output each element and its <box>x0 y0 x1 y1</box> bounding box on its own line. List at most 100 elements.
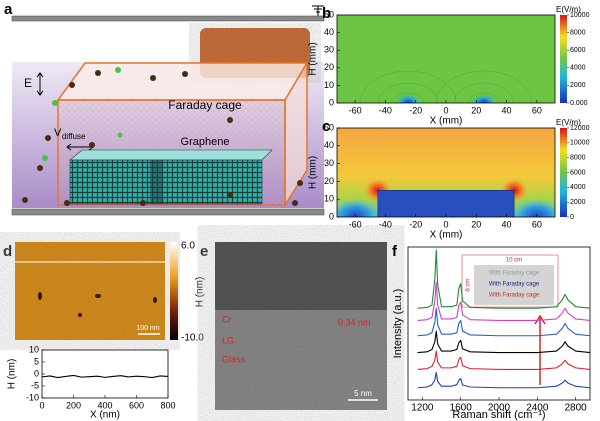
scale-bar-label: 5 nm <box>354 389 372 398</box>
defect <box>78 313 82 317</box>
v-subscript: diffuse <box>62 132 86 141</box>
x-tick-label: 800 <box>160 400 175 410</box>
e-label: E <box>24 76 32 90</box>
y-axis-label: H (nm) <box>7 359 18 390</box>
colorbar-tick-label: 4000 <box>570 184 586 191</box>
colorbar-tick-label: 0 <box>570 214 574 221</box>
graphene-label: Graphene <box>181 136 230 148</box>
x-tick-label: 60 <box>532 105 542 115</box>
particle <box>89 142 95 148</box>
graphene-top <box>69 149 273 161</box>
x-tick-label: 2400 <box>526 403 549 414</box>
field-dip <box>394 93 423 103</box>
y-tick-label: -5 <box>31 380 39 390</box>
y-tick-label: 10 <box>324 80 334 90</box>
contour <box>377 82 439 103</box>
x-tick-label: 20 <box>471 105 481 115</box>
particle <box>42 155 48 161</box>
top-plate <box>11 15 325 22</box>
contour <box>468 92 500 103</box>
field-cold <box>337 199 381 217</box>
cr-layer <box>215 242 387 310</box>
defect <box>153 297 157 303</box>
field-cold <box>511 199 555 217</box>
v-label: V <box>54 127 62 139</box>
particle <box>52 100 58 106</box>
colorbar <box>560 128 567 217</box>
x-tick-label: -40 <box>379 219 392 229</box>
defect <box>95 294 101 298</box>
x-tick-label: 400 <box>97 400 112 410</box>
green-particles <box>42 67 123 161</box>
x-axis-label: X (mm) <box>430 116 463 127</box>
x-tick-label: -20 <box>409 105 422 115</box>
x-tick-label: 0 <box>443 105 448 115</box>
colorbar-max: 6.0 <box>181 241 195 252</box>
height-profile <box>41 374 169 379</box>
defect <box>38 292 42 300</box>
particle <box>297 180 303 186</box>
colorbar-tick-label: 0.000 <box>570 100 588 107</box>
x-tick-label: -20 <box>409 219 422 229</box>
colorbar <box>170 242 178 340</box>
afm-defects <box>38 292 157 317</box>
x-tick-label: 1200 <box>411 403 434 414</box>
particle <box>150 75 156 81</box>
x-tick-label: 40 <box>502 105 512 115</box>
inset-label: With Faraday cage <box>489 271 540 277</box>
panel-d-image: d 100 nm 6.0 -10.0 H (nm) <box>3 241 206 344</box>
colorbar-title: H (nm) <box>195 277 206 308</box>
field-dip <box>469 93 498 103</box>
y-axis-label: H (mm) <box>308 156 319 189</box>
panel-label: e <box>200 243 208 260</box>
x-tick-label: 2000 <box>488 403 511 414</box>
spectrum <box>417 371 591 389</box>
particle <box>117 132 123 138</box>
y-tick-label: 0 <box>329 211 334 221</box>
y-tick-label: 40 <box>324 140 334 150</box>
panel-label: d <box>3 243 12 260</box>
y-tick-label: 30 <box>324 45 334 55</box>
panel-a: a E Faraday cage V diffuse Graphene <box>4 1 325 216</box>
y-axis-label: H (mm) <box>308 42 319 75</box>
colorbar-title: E(V/m) <box>556 118 581 127</box>
particle <box>227 117 233 123</box>
y-tick-label: 0 <box>34 368 39 378</box>
y-tick-label: -10 <box>26 392 39 402</box>
bottom-plate <box>11 208 325 216</box>
colorbar-tick-label: 6000 <box>570 169 586 176</box>
particle <box>227 192 233 198</box>
y-tick-label: 5 <box>34 356 39 366</box>
colorbar-tick-label: 12000 <box>570 125 590 132</box>
layer-label: LG <box>222 335 234 345</box>
contour <box>453 82 515 103</box>
y-axis-label: Intensity (a.u.) <box>392 289 404 359</box>
y-tick-label: 30 <box>324 158 334 168</box>
contour <box>359 70 457 103</box>
x-tick-label: 2800 <box>565 403 588 414</box>
y-tick-label: 0 <box>329 97 334 107</box>
plot-frame <box>41 349 169 399</box>
panel-f-inset: 10 cm 6 cm With Faraday cage With Farada… <box>461 254 559 385</box>
scale-bar-label: 100 nm <box>136 325 160 332</box>
x-tick-label: 20 <box>471 219 481 229</box>
x-tick-label: 60 <box>532 219 542 229</box>
x-axis-label: Raman shift (cm⁻¹) <box>452 409 545 421</box>
colorbar-tick-label: 2000 <box>570 199 586 206</box>
arrow <box>534 314 546 385</box>
x-axis-label: X (mm) <box>430 230 463 241</box>
x-axis-label: X (nm) <box>90 410 120 421</box>
field <box>337 15 555 103</box>
graphene-band <box>150 160 162 204</box>
spectrum <box>417 307 591 337</box>
panel-label: f <box>392 243 398 260</box>
panel-label: b <box>322 5 331 22</box>
spectrum <box>417 249 591 309</box>
y-tick-label: 20 <box>324 62 334 72</box>
panel-e: e Cr LG Glass 0.34 nm 5 nm <box>200 242 387 410</box>
particle <box>95 70 101 76</box>
layer-label: Glass <box>222 354 246 364</box>
particle <box>292 200 298 206</box>
spectrum <box>417 281 591 321</box>
particle <box>45 135 51 141</box>
